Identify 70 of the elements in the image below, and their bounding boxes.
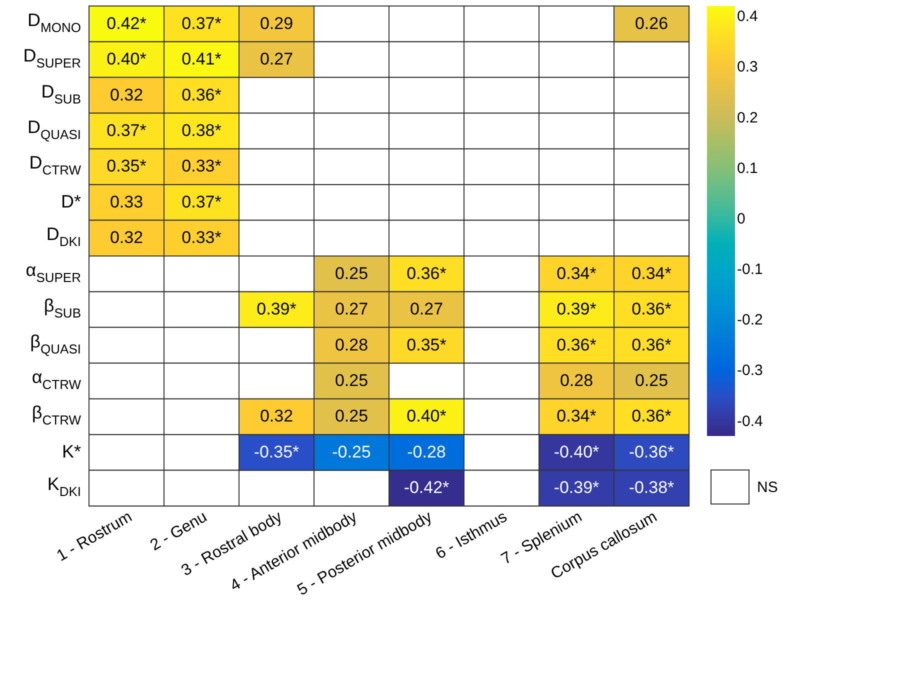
data-label: 0.35* [406,335,447,354]
data-label: 0.36* [632,300,672,319]
data-label: 0.40* [406,406,447,426]
color-bar-label: 0.2 [737,109,758,126]
data-label: -0.40* [554,442,600,462]
data-label: 0.37* [182,14,222,33]
color-bar-label: -0.4 [737,412,763,430]
data-label: 0.42* [106,14,147,33]
y-tick-label: K* [62,441,81,462]
data-label: 0.27 [334,300,368,319]
data-label: 0.27 [260,50,294,69]
y-tick-label: D* [60,191,81,212]
color-bar-label: 0.3 [737,58,758,76]
data-label: 0.39* [256,300,297,319]
data-label: 0.36* [182,85,222,104]
data-label: 0.29 [260,14,294,33]
data-label: 0.36* [556,335,597,354]
data-label: 0.41* [182,50,222,69]
data-label: -0.42* [404,478,450,498]
data-label: 0.27 [410,300,444,319]
data-label: 0.34* [632,264,672,283]
color-bar-label: -0.2 [737,312,763,329]
y-tick-label: D$_{SUB}$ [41,81,81,106]
data-label: 0.25 [334,406,368,426]
data-label: 0.39* [556,300,597,319]
y-tick-label: D$_{MONO}$ [28,10,81,35]
data-label: 0.32 [110,228,144,248]
data-label: 0.34* [556,264,597,283]
data-label: -0.25 [332,442,371,462]
data-label: 0.33 [110,192,144,212]
data-label: 0.28 [334,335,368,354]
data-label: -0.39* [554,478,600,498]
y-tick-label: D$_{CTRW}$ [29,152,82,178]
text: NS [757,479,778,496]
y-tick-label: D$_{DKI}$ [46,224,81,250]
data-label: 0.36* [632,335,672,354]
data-label: 0.33* [182,228,222,248]
data-label: 0.26 [634,14,668,33]
data-label: 0.35* [106,156,147,176]
color-bar-label: 0.1 [737,160,758,177]
data-label: 0.32 [110,85,144,104]
color-bar-label: 0 [737,210,746,228]
data-label: -0.28 [407,442,446,462]
data-label: 0.40* [106,50,147,69]
data-label: 0.32 [260,406,294,426]
color-bar-label: -0.3 [737,362,763,380]
data-label: 0.28 [560,371,594,390]
data-label: -0.36* [628,442,675,462]
data-label: 0.36* [632,406,672,426]
data-label: 0.36* [406,264,447,283]
y-tick-label: D$_{QUASI}$ [28,117,81,142]
data-label: 0.37* [182,192,222,212]
data-label: -0.38* [628,478,675,498]
y-tick-label: β$_{SUB}$ [44,296,81,321]
y-tick-label: α$_{CTRW}$ [32,367,82,392]
y-tick-label: D$_{SUPER}$ [23,46,81,71]
data-label: 0.38* [182,121,222,140]
y-tick-label: β$_{QUASI}$ [30,331,81,356]
color-bar-label: -0.1 [737,261,763,278]
y-tick-label: α$_{SUPER}$ [26,260,81,285]
y-tick-label: K$_{DKI}$ [47,474,81,500]
data-label: 0.25 [334,371,368,390]
data-label: -0.35* [254,442,300,462]
data-label: 0.25 [634,371,668,390]
data-label: 0.25 [334,264,368,283]
color-bar-label: 0.4 [737,8,758,26]
data-label: 0.37* [106,121,147,140]
data-label: 0.34* [556,406,597,426]
data-label: 0.33* [182,156,222,176]
y-tick-label: β$_{CTRW}$ [32,402,82,428]
